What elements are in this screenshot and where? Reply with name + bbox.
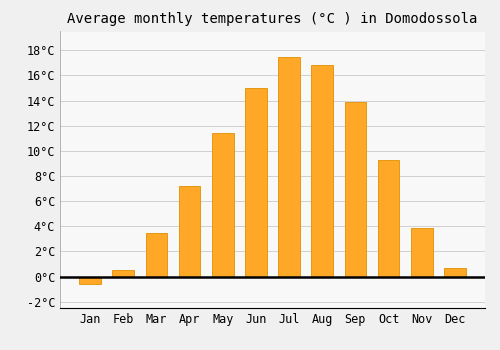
Bar [278, 57, 300, 276]
Bar [245, 88, 266, 276]
Bar [179, 186, 201, 276]
Bar [444, 268, 466, 276]
Bar [80, 276, 101, 284]
Title: Average monthly temperatures (°C ) in Domodossola: Average monthly temperatures (°C ) in Do… [68, 12, 478, 26]
Bar [212, 133, 234, 276]
Bar [312, 65, 333, 276]
Bar [378, 160, 400, 276]
Bar [344, 102, 366, 276]
Bar [112, 270, 134, 276]
Bar [146, 233, 167, 276]
Bar [411, 228, 432, 276]
